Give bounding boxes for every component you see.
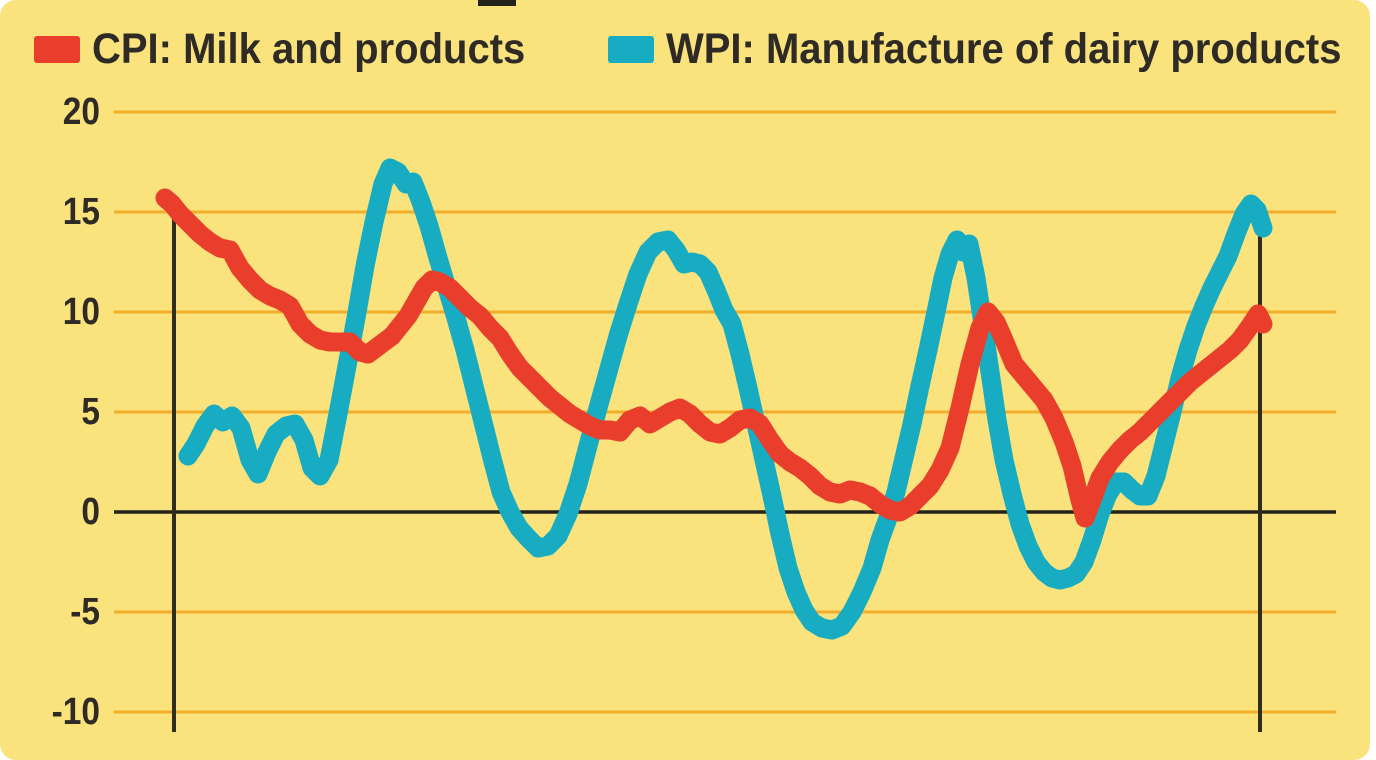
y-tick-label-10: 10 [62,291,100,333]
series-line-wpi [178,158,1273,640]
y-tick-label-5: 5 [81,391,100,433]
y-axis-labels: 20 15 10 5 0 -5 -10 [0,0,100,733]
wpi-legend-label: WPI: Manufacture of dairy products [665,25,1342,73]
wpi-legend-swatch [607,35,654,63]
title-remnant [478,0,516,6]
y-tick-label--5: -5 [70,591,100,633]
y-tick-label-15: 15 [62,191,100,233]
legend: CPI: Milk and products WPI: Manufacture … [34,26,1370,72]
series-line-cpi [155,188,1273,528]
legend-item-cpi: CPI: Milk and products [34,26,558,72]
y-tick-label--10: -10 [51,691,100,733]
y-tick-label-20: 20 [62,91,100,133]
y-tick-label-0: 0 [81,491,100,533]
legend-item-wpi: WPI: Manufacture of dairy products [607,25,1370,73]
cpi-legend-swatch [34,35,80,63]
cpi-legend-label: CPI: Milk and products [92,25,526,73]
chart-canvas [114,110,1336,732]
